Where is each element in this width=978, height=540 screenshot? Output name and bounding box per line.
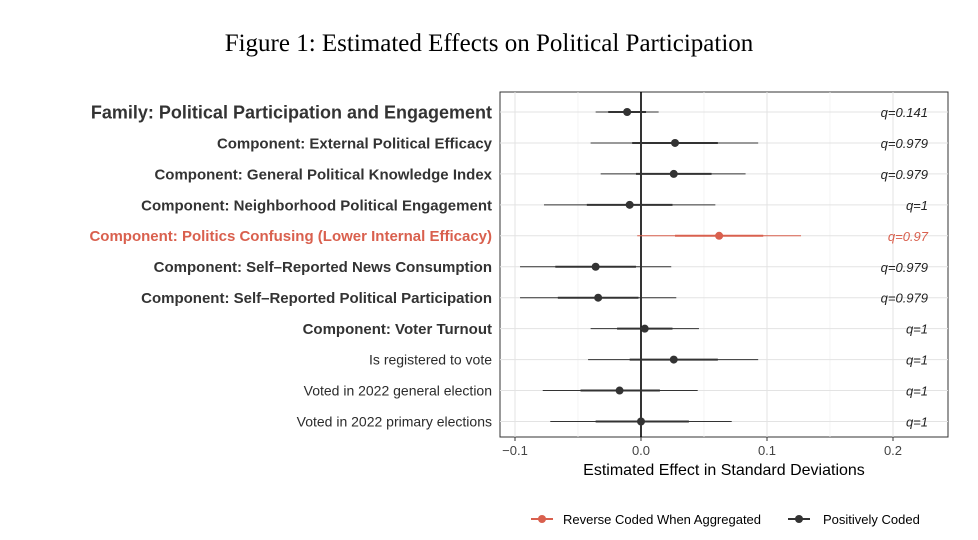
q-value-label: q=0.979 [881, 136, 928, 151]
chart-title: Figure 1: Estimated Effects on Political… [224, 30, 754, 57]
legend-label: Reverse Coded When Aggregated [563, 512, 761, 527]
y-axis-label: Component: General Political Knowledge I… [154, 166, 492, 183]
q-value-label: q=1 [906, 353, 928, 368]
q-value-label: q=0.141 [881, 105, 928, 120]
q-value-label: q=0.97 [888, 229, 929, 244]
y-axis-label: Voted in 2022 primary elections [297, 414, 492, 430]
y-axis-label: Component: Politics Confusing (Lower Int… [89, 228, 492, 245]
x-tick-label: 0.0 [632, 443, 650, 458]
y-axis-label: Component: Neighborhood Political Engage… [141, 197, 492, 214]
x-axis-title: Estimated Effect in Standard Deviations [583, 462, 865, 479]
y-axis-label: Family: Political Participation and Enga… [91, 102, 492, 122]
q-value-label: q=1 [906, 198, 928, 213]
estimate-point [625, 200, 634, 209]
plot-panel [499, 91, 949, 438]
estimate-point [640, 324, 649, 333]
estimate-point [594, 293, 603, 302]
q-value-label: q=0.979 [881, 260, 928, 275]
q-value-label: q=1 [906, 384, 928, 399]
y-axis-label: Component: Self–Reported Political Parti… [141, 290, 492, 307]
q-value-labels: q=0.141 q=0.979 q=0.979 q=1 q=0.97 q=0.979 q=0… [881, 105, 929, 430]
y-axis-label: Voted in 2022 general election [304, 383, 492, 399]
q-value-label: q=0.979 [881, 291, 928, 306]
y-axis-labels: Family: Political Participation and Enga… [89, 102, 492, 429]
x-tick-label: −0.1 [502, 443, 528, 458]
estimate-point [637, 417, 645, 426]
legend-label: Positively Coded [823, 512, 920, 527]
legend-key-point [538, 515, 546, 523]
y-axis-label: Is registered to vote [369, 352, 492, 368]
q-value-label: q=0.979 [881, 167, 928, 182]
estimate-point [615, 386, 624, 395]
x-tick-label: 0.2 [884, 443, 902, 458]
x-axis-ticks: −0.1 0.0 0.1 0.2 [502, 437, 902, 458]
estimate-point [623, 108, 632, 116]
x-tick-label: 0.1 [758, 443, 776, 458]
estimate-point [591, 262, 600, 271]
estimate-point [671, 138, 680, 147]
estimates-group [520, 108, 802, 426]
y-axis-label: Component: External Political Efficacy [217, 135, 493, 152]
y-axis-label: Component: Self–Reported News Consumptio… [154, 259, 492, 276]
estimate-point [669, 169, 678, 178]
q-value-label: q=1 [906, 415, 928, 430]
estimate-point [715, 231, 724, 240]
y-axis-label: Component: Voter Turnout [303, 321, 492, 338]
estimate-point [669, 355, 678, 364]
legend: Reverse Coded When Aggregated Positively … [531, 512, 920, 527]
legend-key-point [795, 515, 803, 523]
q-value-label: q=1 [906, 322, 928, 337]
